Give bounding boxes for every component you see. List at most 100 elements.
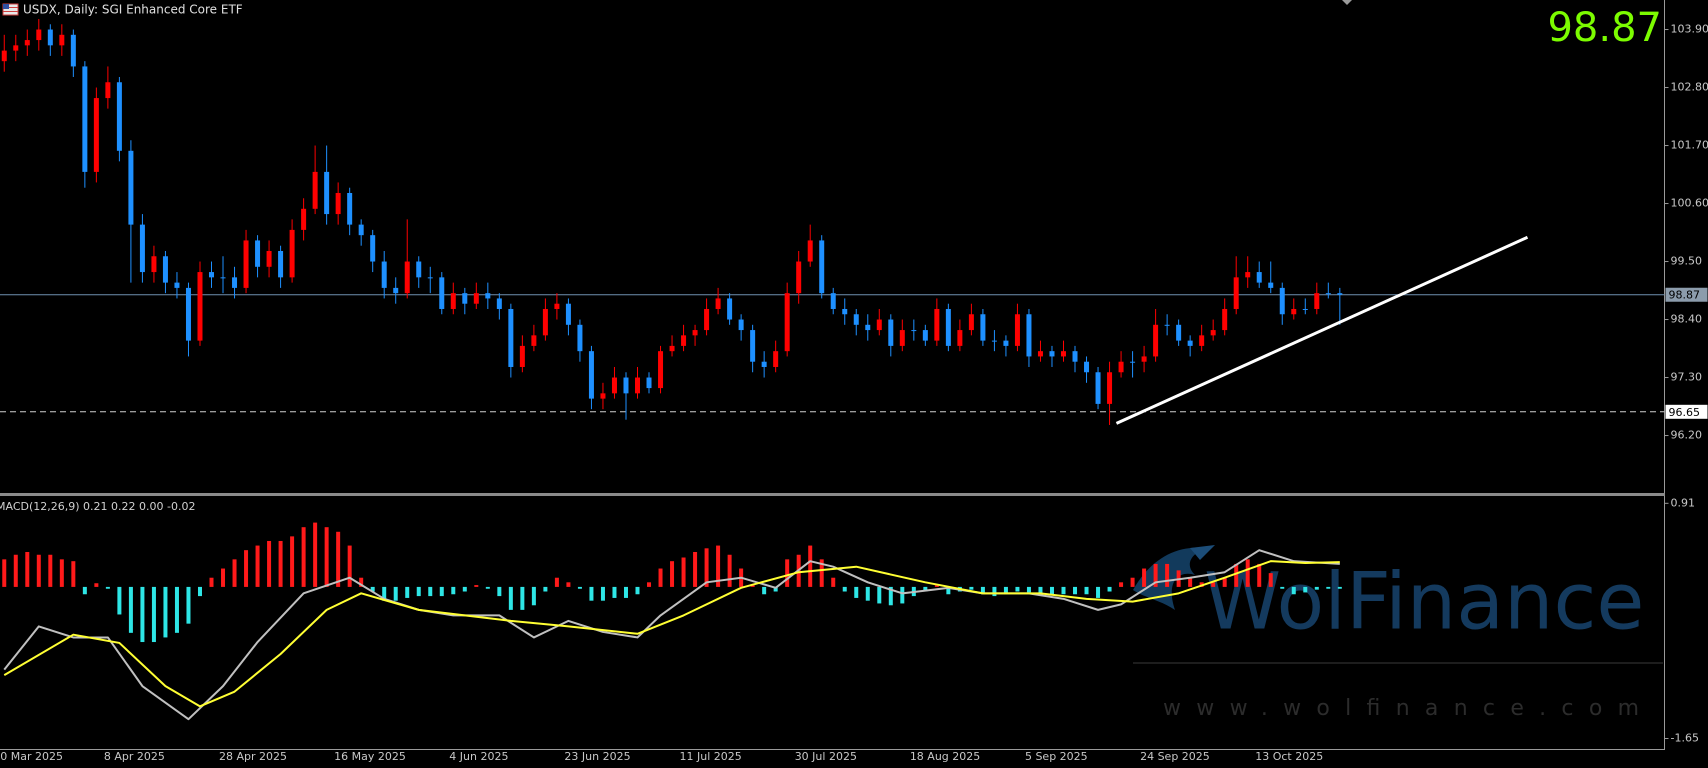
symbol-header: USDX, Daily: SGI Enhanced Core ETF (2, 3, 243, 17)
macd-histogram-bar (693, 551, 698, 587)
candle-body (1107, 372, 1113, 404)
macd-histogram-bar (589, 586, 594, 601)
macd-histogram-bar (128, 586, 133, 633)
macd-histogram-bar (163, 586, 168, 638)
candle-body (393, 287, 399, 294)
y-tick-label: 96.20 (1671, 429, 1703, 442)
macd-histogram-bar (439, 586, 444, 597)
candle-body (324, 171, 330, 215)
candle-body (450, 293, 456, 309)
candle-body (427, 277, 433, 279)
macd-histogram-bar (301, 527, 306, 587)
y-tick-label: 100.60 (1671, 197, 1708, 210)
macd-line (3, 549, 1340, 721)
price-level-tag (1665, 404, 1708, 419)
candle-body (1302, 308, 1308, 310)
candle-body (473, 293, 479, 304)
symbol-title: USDX, Daily: SGI Enhanced Core ETF (23, 3, 243, 17)
macd-histogram-bar (267, 540, 272, 587)
candle-body (347, 192, 353, 225)
price-level-tag (1665, 287, 1708, 302)
candle-body (1072, 351, 1078, 362)
macd-histogram-bar (681, 557, 686, 587)
macd-histogram-bar (359, 577, 364, 587)
x-tick-label: 28 Apr 2025 (219, 750, 287, 763)
macd-histogram-bar (888, 586, 893, 606)
candle-body (611, 377, 617, 394)
y-tick-label: 102.80 (1671, 81, 1708, 94)
macd-histogram-bar (831, 577, 836, 587)
macd-histogram-bar (451, 586, 456, 595)
macd-histogram-bar (762, 586, 767, 595)
macd-histogram-bar (117, 586, 122, 615)
x-tick-label: 0 Mar 2025 (0, 750, 63, 763)
macd-histogram-bar (140, 586, 145, 643)
candle-body (1026, 314, 1032, 357)
x-tick-label: 23 Jun 2025 (564, 750, 630, 763)
candle-body (957, 330, 963, 346)
candle-body (1060, 351, 1066, 357)
macd-histogram-bar (25, 551, 30, 587)
candle-body (278, 250, 284, 278)
candle-body (1314, 293, 1320, 309)
x-tick-label: 16 May 2025 (334, 750, 406, 763)
macd-histogram-bar (992, 586, 997, 597)
macd-histogram-bar (1245, 559, 1250, 587)
macd-histogram-bar (854, 586, 859, 598)
candle-body (1199, 335, 1205, 346)
macd-histogram-bar (370, 586, 375, 592)
candle-body (761, 361, 767, 367)
macd-histogram-bar (497, 586, 502, 597)
pane-separator (0, 493, 1665, 496)
macd-histogram-bar (1268, 573, 1273, 587)
macd-histogram-bar (785, 559, 790, 587)
candle-body (496, 298, 502, 309)
macd-histogram-bar (808, 545, 813, 587)
candle-body (911, 330, 917, 332)
candle-body (1, 50, 7, 62)
macd-histogram-bar (531, 586, 536, 606)
candle-body (796, 261, 802, 294)
candle-body (13, 45, 19, 51)
symbol-icon-canton (3, 4, 9, 9)
macd-histogram-bar (1153, 563, 1158, 587)
macd-histogram-bar (865, 586, 870, 601)
macd-histogram-bar (600, 586, 605, 601)
candle-body (197, 272, 203, 341)
watermark-logo-fin (1190, 545, 1215, 560)
macd-histogram-bar (324, 527, 329, 587)
symbol-icon (2, 3, 19, 16)
macd-histogram-bar (13, 554, 18, 587)
candle-body (623, 377, 629, 394)
macd-histogram-bar (197, 586, 202, 597)
candle-body (185, 287, 191, 341)
macd-histogram-bar (727, 554, 732, 587)
macd-histogram-bar (255, 545, 260, 587)
candle-body (82, 66, 88, 172)
macd-title: MACD(12,26,9) 0.21 0.22 0.00 -0.02 (0, 500, 195, 513)
candle-body (773, 351, 779, 367)
candle-body (1084, 361, 1090, 373)
candle-body (220, 277, 226, 279)
candle-body (692, 330, 698, 336)
candle-body (1245, 272, 1251, 278)
macd-histogram-bar (1107, 586, 1112, 592)
macd-histogram-bar (209, 577, 214, 587)
candle-body (93, 98, 99, 172)
macd-histogram-bar (336, 531, 341, 587)
candle-body (508, 308, 514, 367)
macd-histogram-bar (819, 559, 824, 587)
x-tick-label: 4 Jun 2025 (449, 750, 508, 763)
macd-histogram-bar (842, 586, 847, 592)
candle-body (404, 261, 410, 294)
macd-histogram-bar (520, 586, 525, 610)
macd-histogram-bar (313, 522, 318, 587)
macd-histogram-bar (612, 586, 617, 598)
y-tick-label: 98.40 (1671, 313, 1703, 326)
candle-body (59, 34, 65, 46)
price-level-label: 98.87 (1669, 289, 1701, 302)
candle-body (1279, 287, 1285, 315)
macd-histogram-bar (2, 559, 7, 587)
y-tick-label: -1.65 (1671, 732, 1699, 745)
macd-histogram-bar (244, 550, 249, 587)
